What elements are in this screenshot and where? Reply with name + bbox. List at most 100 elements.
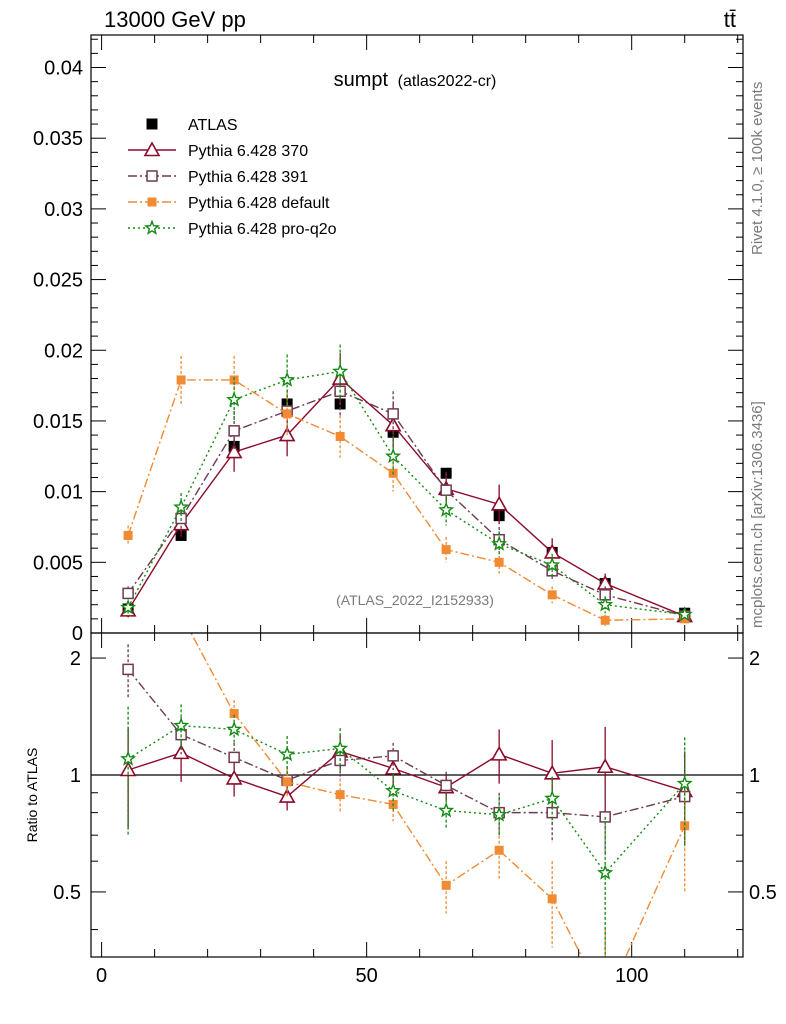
data-point [177, 610, 186, 619]
ratio-series-line [127, 724, 686, 874]
data-point [228, 751, 240, 764]
data-point [225, 769, 243, 785]
data-point [120, 750, 137, 766]
legend-entry: Pythia 6.428 default [128, 195, 330, 212]
legend-entry: Pythia 6.428 pro-q2o [128, 219, 337, 238]
data-point [491, 535, 508, 551]
chart-title: sumpt (atlas2022-cr) [334, 69, 497, 91]
data-point [143, 219, 161, 235]
data-point [173, 498, 190, 515]
data-point [146, 118, 158, 130]
legend-entry: ATLAS [146, 117, 238, 134]
y-tick-label: 0.005 [33, 552, 83, 574]
data-point [120, 599, 137, 615]
legend: ATLAS Pythia 6.428 370 Pythia 6.428 391 Pyt… [128, 117, 337, 238]
ratio-y-tick-label-right: 1 [749, 765, 760, 787]
data-point [547, 894, 557, 904]
data-point [676, 606, 693, 622]
ratio-series-3 [120, 704, 693, 957]
data-point [441, 880, 451, 890]
header-energy-label: 13000 GeV pp [104, 7, 246, 32]
ratio-series-line [127, 668, 685, 818]
data-point [601, 998, 610, 1007]
data-point [600, 615, 610, 625]
data-point [544, 790, 561, 806]
mcplots-source-label: mcplots.cern.ch [arXiv:1306.3436] [749, 401, 766, 628]
data-point [440, 779, 452, 792]
main-series-line [127, 377, 685, 617]
y-tick-label: 0.025 [33, 270, 83, 292]
data-point [490, 745, 508, 761]
y-tick-label: 0 [72, 623, 83, 645]
ratio-y-tick-label: 1 [70, 765, 81, 787]
main-series-4 [120, 344, 693, 622]
data-point [173, 717, 190, 733]
data-point [494, 845, 504, 855]
legend-entry: Pythia 6.428 370 [128, 141, 308, 160]
data-point [143, 141, 161, 157]
analysis-id-label: (ATLAS_2022_I2152933) [336, 592, 494, 608]
ratio-series-group [119, 610, 694, 1007]
data-point [384, 416, 402, 432]
main-series-1 [119, 353, 694, 623]
data-point [385, 447, 402, 464]
legend-label: Pythia 6.428 391 [188, 169, 308, 186]
ratio-y-tick-label: 2 [70, 648, 81, 670]
legend-entry: Pythia 6.428 391 [128, 169, 308, 186]
ratio-y-tick-label-right: 0.5 [749, 882, 777, 904]
data-point [676, 775, 693, 791]
header-process-label: tt̄ [724, 7, 736, 32]
data-point [279, 745, 296, 762]
data-point [122, 663, 134, 676]
data-point [176, 375, 186, 385]
x-tick-label: 0 [96, 965, 107, 987]
legend-label: Pythia 6.428 370 [188, 143, 308, 160]
main-series-group [119, 344, 694, 626]
data-point [335, 431, 345, 441]
data-point [387, 750, 399, 762]
data-point [332, 740, 349, 756]
data-point [226, 391, 243, 407]
main-series-line [127, 379, 685, 621]
ratio-y-axis-label: Ratio to ATLAS [24, 748, 40, 843]
y-tick-label: 0.035 [33, 128, 83, 150]
y-tick-label: 0.015 [33, 411, 83, 433]
data-point [335, 790, 345, 800]
main-series-line [127, 370, 685, 616]
data-point [282, 777, 292, 787]
data-point [490, 495, 508, 511]
legend-label: Pythia 6.428 default [188, 195, 330, 212]
x-tick-label: 100 [615, 965, 648, 987]
ratio-plot-frame [90, 632, 744, 958]
data-point [680, 821, 690, 831]
y-tick-label: 0.03 [44, 199, 83, 221]
main-axis-ticks: 0 0.005 0.01 0.015 0.02 0.025 0.03 0.035 0.04 [33, 35, 743, 645]
data-point [597, 596, 614, 612]
chart-title-main: sumpt [334, 69, 389, 91]
legend-label: Pythia 6.428 pro-q2o [188, 221, 337, 238]
data-point [228, 425, 240, 437]
data-point [680, 614, 690, 624]
data-point [279, 371, 296, 387]
data-point [494, 557, 504, 567]
data-point [491, 806, 508, 822]
data-point [229, 708, 239, 718]
data-point [678, 790, 691, 803]
data-point [122, 587, 134, 600]
data-point [597, 864, 614, 880]
data-point [147, 197, 157, 207]
ratio-y-tick-label: 0.5 [53, 882, 81, 904]
data-point [438, 501, 455, 517]
data-point [547, 590, 557, 600]
x-tick-label: 50 [356, 965, 378, 987]
data-point [226, 720, 243, 737]
ratio-series-line [127, 750, 685, 798]
data-point [441, 545, 451, 555]
data-point [596, 758, 614, 774]
legend-label: ATLAS [188, 117, 238, 134]
data-point [385, 782, 402, 798]
data-point [123, 530, 133, 540]
data-point [387, 408, 399, 420]
y-tick-label: 0.04 [44, 58, 83, 80]
